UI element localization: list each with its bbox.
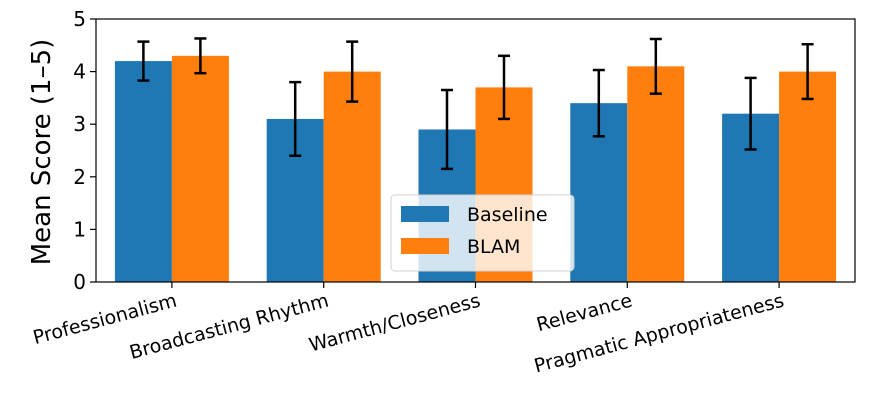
bar-blam-2: [323, 71, 381, 282]
bar-blam-5: [779, 71, 837, 282]
error-bar-baseline-3: [441, 88, 453, 171]
error-bar-baseline-2: [289, 80, 302, 158]
x-tick-label-3: Warmth/Closeness: [307, 290, 483, 357]
bar-baseline-1: [114, 61, 172, 282]
y-tick-label-2: 2: [73, 165, 86, 189]
error-bar-blam-5: [801, 42, 814, 101]
error-bar-blam-3: [498, 54, 510, 121]
y-tick-label-3: 3: [73, 112, 86, 136]
axes-layer: [95, 18, 856, 288]
error-bar-baseline-5: [744, 76, 757, 151]
error-bar-baseline-4: [592, 68, 605, 138]
x-tick-label-5: Pragmatic Appropriateness: [532, 290, 787, 378]
bar-blam-1: [171, 55, 229, 282]
y-tick-label-1: 1: [73, 217, 86, 241]
y-tick-label-4: 4: [73, 60, 86, 84]
error-bar-baseline-1: [137, 40, 150, 82]
legend-swatch-baseline: [401, 206, 449, 222]
legend-swatch-blam: [401, 238, 449, 254]
legend: Baseline BLAM: [390, 194, 575, 272]
y-axis-title: Mean Score (1–5): [27, 39, 57, 266]
error-bar-blam-1: [194, 37, 207, 75]
error-bars-layer: [137, 37, 814, 171]
plot-frame: [95, 18, 856, 283]
legend-label-blam: BLAM: [467, 236, 520, 258]
error-bar-blam-2: [346, 40, 359, 103]
bar-blam-4: [627, 66, 685, 282]
x-tick-label-4: Relevance: [534, 290, 634, 337]
y-ticks-layer: 0 1 2 3 4 5: [73, 7, 96, 294]
y-tick-label-0: 0: [73, 270, 86, 294]
error-bar-blam-4: [649, 37, 662, 95]
y-tick-label-5: 5: [73, 7, 86, 31]
legend-label-baseline: Baseline: [467, 204, 548, 226]
